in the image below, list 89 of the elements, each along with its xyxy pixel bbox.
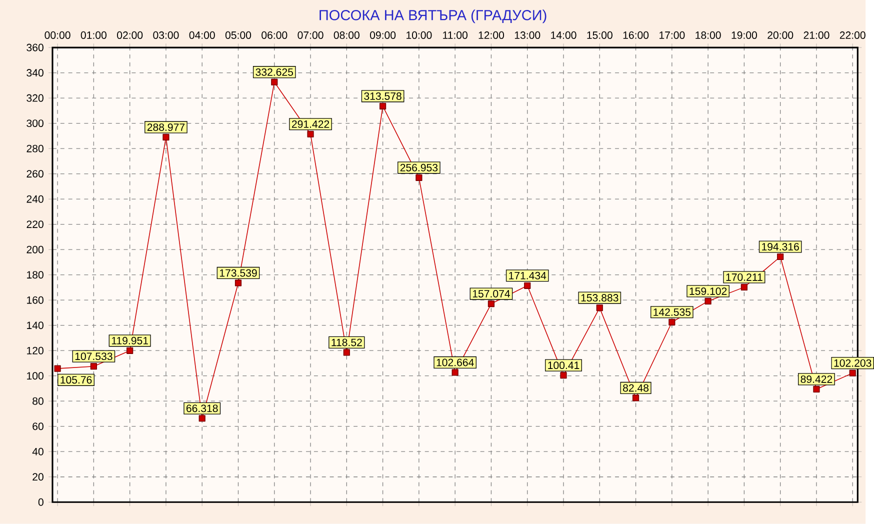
y-tick-label: 100 xyxy=(27,372,44,380)
data-label: 105.76 xyxy=(60,376,92,384)
y-tick-label: 140 xyxy=(27,322,44,330)
data-label: 119.951 xyxy=(112,336,148,344)
data-label: 332.625 xyxy=(256,68,294,76)
x-tick-label: 12:00 xyxy=(478,31,504,39)
x-tick-label: 13:00 xyxy=(514,31,540,39)
point xyxy=(560,372,567,379)
point xyxy=(452,369,458,376)
y-tick-label: 220 xyxy=(26,220,44,228)
point xyxy=(234,280,242,286)
data-label: 82.48 xyxy=(623,384,649,392)
data-label: 157.074 xyxy=(472,290,510,298)
point xyxy=(90,363,97,370)
data-label: 142.535 xyxy=(654,308,691,316)
y-tick-label: 200 xyxy=(26,246,44,254)
point xyxy=(271,78,278,86)
data-label: 159.102 xyxy=(690,288,727,295)
y-tick-label: 360 xyxy=(26,44,44,52)
x-tick-label: 14:00 xyxy=(551,31,576,39)
y-tick-label: 0 xyxy=(38,498,44,506)
y-tick-label: 160 xyxy=(27,296,44,304)
point xyxy=(524,282,531,289)
point xyxy=(740,284,748,291)
x-tick-label: 09:00 xyxy=(370,31,396,39)
x-tick-label: 18:00 xyxy=(696,31,721,39)
x-tick-label: 19:00 xyxy=(732,31,757,39)
data-label: 313.578 xyxy=(364,92,402,100)
x-tick-label: 10:00 xyxy=(406,31,432,39)
data-label: 256.953 xyxy=(400,164,438,172)
point xyxy=(380,102,386,110)
x-tick-label: 16:00 xyxy=(623,31,649,39)
x-tick-label: 11:00 xyxy=(443,31,468,39)
point xyxy=(198,415,206,422)
y-tick-label: 260 xyxy=(26,170,44,178)
data-label: 153.883 xyxy=(581,294,618,302)
point xyxy=(126,347,134,354)
data-label: 170.211 xyxy=(726,273,762,281)
point xyxy=(777,254,784,260)
x-tick-label: 08:00 xyxy=(334,31,360,39)
x-tick-label: 21:00 xyxy=(804,31,830,39)
y-tick-label: 320 xyxy=(26,94,44,102)
data-label: 118.52 xyxy=(332,338,362,346)
y-tick-label: 40 xyxy=(32,448,44,456)
point xyxy=(488,300,495,308)
x-tick-label: 01:00 xyxy=(80,31,106,39)
y-tick-label: 20 xyxy=(32,473,44,481)
data-label: 107.533 xyxy=(75,352,112,360)
point xyxy=(416,174,422,182)
x-tick-label: 02:00 xyxy=(117,31,143,39)
point xyxy=(54,365,61,372)
x-tick-label: 05:00 xyxy=(225,31,252,39)
y-tick-label: 60 xyxy=(32,422,44,430)
x-tick-label: 07:00 xyxy=(298,31,324,39)
x-tick-label: 20:00 xyxy=(768,31,794,39)
data-label: 171.434 xyxy=(509,272,546,280)
point xyxy=(632,394,640,402)
data-label: 89.422 xyxy=(800,376,832,383)
y-tick-label: 120 xyxy=(27,346,44,354)
x-tick-label: 04:00 xyxy=(189,31,215,39)
chart-title: ПОСОКА НА ВЯТЪРА (ГРАДУСИ) xyxy=(320,10,546,24)
data-label: 194.316 xyxy=(762,243,799,251)
point xyxy=(813,386,820,393)
point xyxy=(704,298,712,305)
point xyxy=(343,349,350,356)
data-label: 173.539 xyxy=(220,269,257,277)
x-tick-label: 15:00 xyxy=(587,31,612,39)
point xyxy=(849,370,856,376)
data-label: 66.318 xyxy=(186,404,218,412)
x-tick-label: 00:00 xyxy=(44,31,70,39)
point xyxy=(668,318,676,326)
data-label: 100.41 xyxy=(548,362,580,370)
data-label: 291.422 xyxy=(292,120,330,128)
point xyxy=(162,134,170,141)
y-tick-label: 80 xyxy=(32,397,44,405)
point xyxy=(307,130,314,138)
data-label: 102.203 xyxy=(834,359,872,367)
y-tick-label: 280 xyxy=(26,144,44,152)
x-tick-label: 17:00 xyxy=(660,31,685,39)
data-label: 288.977 xyxy=(147,124,185,131)
x-tick-label: 06:00 xyxy=(262,31,288,39)
y-tick-label: 240 xyxy=(26,195,44,203)
x-tick-label: 22:00 xyxy=(840,31,866,39)
point xyxy=(596,304,603,312)
y-tick-label: 180 xyxy=(27,271,44,279)
y-tick-label: 300 xyxy=(26,120,44,128)
x-tick-label: 03:00 xyxy=(153,31,179,39)
data-label: 102.664 xyxy=(436,358,474,366)
y-tick-label: 340 xyxy=(26,69,44,77)
